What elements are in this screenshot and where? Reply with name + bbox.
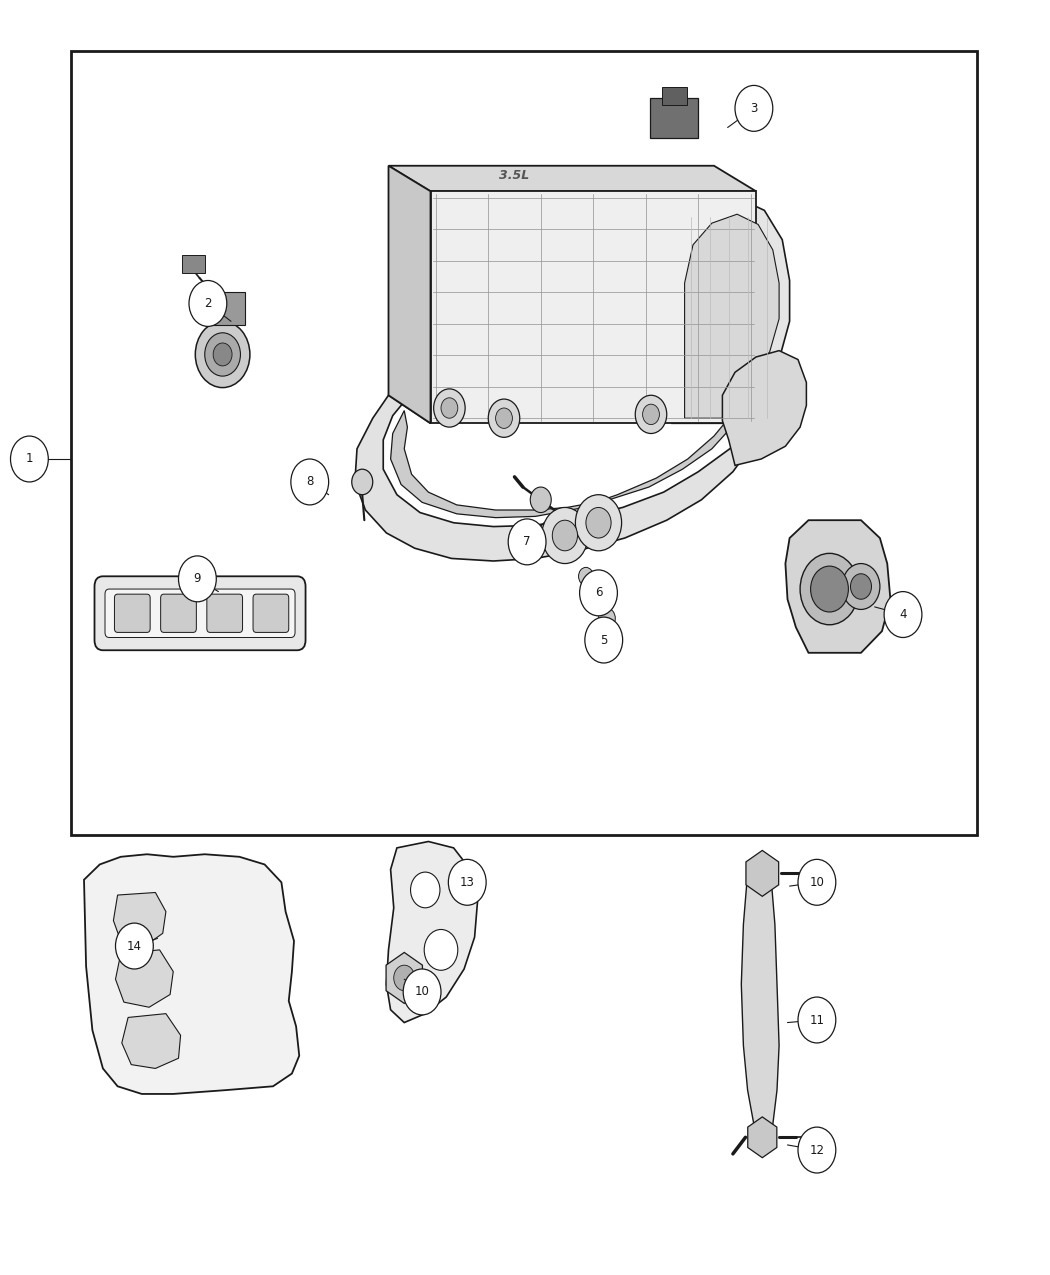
Circle shape [542,507,588,564]
Polygon shape [116,950,173,1007]
Circle shape [195,321,250,388]
Text: 14: 14 [127,940,142,952]
Circle shape [635,395,667,434]
Text: 10: 10 [810,876,824,889]
Polygon shape [672,198,790,423]
Polygon shape [388,166,756,191]
Polygon shape [122,1014,181,1068]
Circle shape [798,1127,836,1173]
Circle shape [752,1122,773,1148]
FancyBboxPatch shape [209,292,245,325]
Text: 1: 1 [25,453,34,465]
FancyBboxPatch shape [182,255,205,273]
FancyBboxPatch shape [662,87,687,105]
Circle shape [178,556,216,602]
Circle shape [488,399,520,437]
Text: 9: 9 [193,572,202,585]
FancyBboxPatch shape [161,594,196,632]
Circle shape [585,617,623,663]
Text: 2: 2 [204,297,212,310]
Polygon shape [355,395,756,561]
Polygon shape [386,842,478,1023]
Circle shape [798,859,836,905]
Circle shape [205,333,240,376]
Polygon shape [113,892,166,946]
Polygon shape [741,873,779,1141]
FancyBboxPatch shape [253,594,289,632]
Circle shape [552,520,578,551]
Circle shape [441,398,458,418]
Circle shape [643,404,659,425]
Circle shape [735,85,773,131]
Circle shape [579,567,593,585]
Circle shape [418,979,439,1005]
FancyBboxPatch shape [105,589,295,638]
Text: 7: 7 [523,536,531,548]
Circle shape [842,564,880,609]
FancyBboxPatch shape [207,594,243,632]
Polygon shape [430,191,756,423]
Circle shape [580,570,617,616]
Circle shape [116,923,153,969]
Circle shape [10,436,48,482]
Circle shape [575,495,622,551]
Circle shape [352,469,373,495]
Circle shape [448,859,486,905]
Circle shape [189,280,227,326]
Polygon shape [785,520,890,653]
Circle shape [530,487,551,513]
Polygon shape [84,854,299,1094]
Text: 12: 12 [810,1144,824,1156]
Circle shape [598,608,615,629]
Text: 6: 6 [594,586,603,599]
Circle shape [811,566,848,612]
Polygon shape [722,351,806,465]
Circle shape [291,459,329,505]
FancyBboxPatch shape [650,98,698,138]
Circle shape [508,519,546,565]
Circle shape [800,553,859,625]
Bar [71,51,977,835]
Circle shape [884,592,922,638]
Text: 10: 10 [415,986,429,998]
Text: 8: 8 [306,476,314,488]
Circle shape [798,997,836,1043]
Circle shape [403,969,441,1015]
Text: 3: 3 [750,102,758,115]
Polygon shape [685,214,779,418]
FancyBboxPatch shape [94,576,306,650]
Circle shape [586,507,611,538]
Circle shape [850,574,871,599]
Text: 13: 13 [460,876,475,889]
Text: 5: 5 [600,634,608,646]
Circle shape [424,929,458,970]
Circle shape [496,408,512,428]
Circle shape [434,389,465,427]
Circle shape [411,872,440,908]
FancyBboxPatch shape [114,594,150,632]
Polygon shape [388,166,430,423]
Circle shape [749,861,770,886]
Text: 4: 4 [899,608,907,621]
Polygon shape [391,411,735,518]
Text: 3.5L: 3.5L [500,170,529,182]
Circle shape [213,343,232,366]
Circle shape [394,965,415,991]
Text: 11: 11 [810,1014,824,1026]
